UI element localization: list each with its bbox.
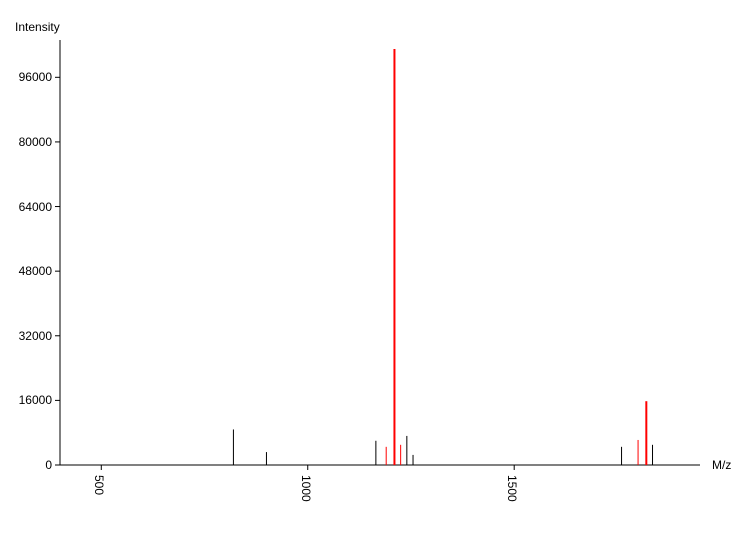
- y-axis-label: Intensity: [15, 20, 60, 34]
- y-tick-label: 16000: [19, 393, 52, 407]
- y-tick-label: 48000: [19, 264, 52, 278]
- y-tick-label: 80000: [19, 135, 52, 149]
- chart-svg: [0, 0, 750, 540]
- x-tick-label: 1000: [299, 475, 313, 502]
- x-tick-label: 500: [92, 475, 106, 495]
- y-tick-label: 64000: [19, 200, 52, 214]
- y-tick-label: 32000: [19, 329, 52, 343]
- mass-spectrum-chart: Intensity M/z 0 16000 32000 48000 64000 80000…: [0, 0, 750, 540]
- y-tick-label: 0: [45, 458, 52, 472]
- x-tick-label: 1500: [505, 475, 519, 502]
- y-tick-label: 96000: [19, 70, 52, 84]
- x-axis-label: M/z: [712, 458, 731, 472]
